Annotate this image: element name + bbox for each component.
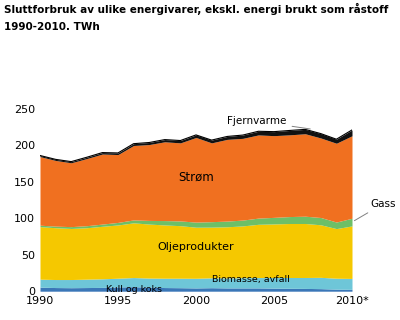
Text: 1990-2010. TWh: 1990-2010. TWh xyxy=(4,22,100,32)
Text: Biomasse, avfall: Biomasse, avfall xyxy=(212,275,290,284)
Text: Sluttforbruk av ulike energivarer, ekskl. energi brukt som råstoff: Sluttforbruk av ulike energivarer, ekskl… xyxy=(4,3,388,15)
Text: Gass: Gass xyxy=(354,199,396,221)
Text: Kull og koks: Kull og koks xyxy=(106,284,162,293)
Text: Oljeprodukter: Oljeprodukter xyxy=(158,243,234,252)
Text: Strøm: Strøm xyxy=(178,170,214,183)
Text: Fjernvarme: Fjernvarme xyxy=(227,116,310,129)
